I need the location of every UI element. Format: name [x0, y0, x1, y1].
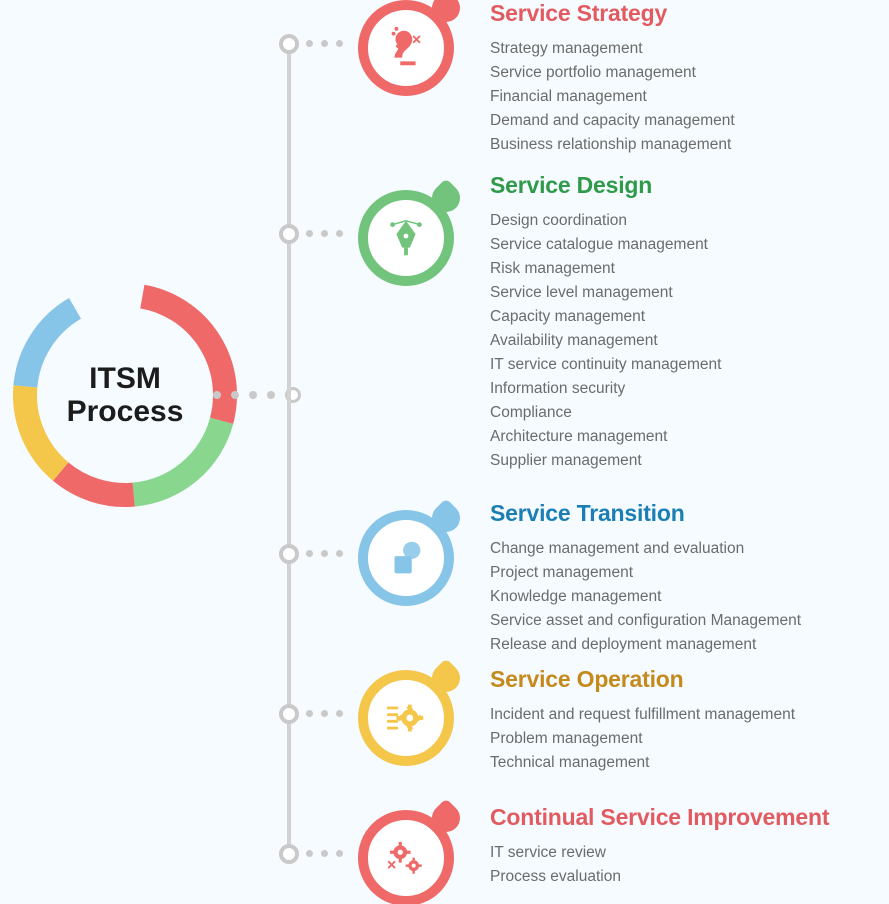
list-item: Risk management — [490, 257, 880, 281]
chess-icon — [368, 10, 444, 86]
list-item: Demand and capacity management — [490, 109, 880, 133]
transition-icon-badge — [358, 510, 454, 606]
infographic-canvas: ITSM Process Service Strategy Strategy ma… — [0, 0, 889, 904]
dot — [249, 391, 257, 399]
strategy-icon-badge — [358, 0, 454, 96]
list-item: Project management — [490, 561, 880, 585]
operation-icon-badge — [358, 670, 454, 766]
section-item-list: Design coordinationService catalogue man… — [490, 209, 880, 473]
list-item: Service asset and configuration Manageme… — [490, 609, 880, 633]
list-item: Business relationship management — [490, 133, 880, 157]
dot — [267, 391, 275, 399]
connector-dots — [306, 230, 343, 237]
improvement-icon-badge — [358, 810, 454, 904]
spine-node — [279, 544, 299, 564]
strategy-section: Service Strategy Strategy managementServi… — [490, 0, 880, 157]
list-item: Technical management — [490, 751, 880, 775]
gears-icon — [368, 820, 444, 896]
section-item-list: Incident and request fulfillment managem… — [490, 703, 880, 775]
design-section: Service DesignDesign coordinationService… — [490, 172, 880, 473]
shapes-icon — [368, 520, 444, 596]
section-title: Service Design — [490, 172, 880, 199]
list-item: Supplier management — [490, 449, 880, 473]
list-item: Financial management — [490, 85, 880, 109]
list-item: Problem management — [490, 727, 880, 751]
transition-section: Service Transition Change management and … — [490, 500, 880, 657]
list-item: Process evaluation — [490, 865, 880, 889]
list-item: Availability management — [490, 329, 880, 353]
list-item: Knowledge management — [490, 585, 880, 609]
list-item: Service level management — [490, 281, 880, 305]
section-title: Continual Service Improvement — [490, 804, 880, 831]
dot — [231, 391, 239, 399]
list-item: IT service review — [490, 841, 880, 865]
list-item: Design coordination — [490, 209, 880, 233]
spine-node — [279, 704, 299, 724]
list-item: Information security — [490, 377, 880, 401]
timeline-spine — [287, 44, 291, 854]
design-icon-badge — [358, 190, 454, 286]
list-item: Compliance — [490, 401, 880, 425]
section-item-list: Change management and evaluationProject … — [490, 537, 880, 657]
list-item: Release and deployment management — [490, 633, 880, 657]
list-item: Service portfolio management — [490, 61, 880, 85]
gear-icon — [368, 680, 444, 756]
connector-dots — [306, 850, 343, 857]
pen-icon — [368, 200, 444, 276]
operation-section: Service Operation Incident and request fu… — [490, 666, 880, 775]
dot — [213, 391, 221, 399]
improvement-section: Continual Service Improvement IT service … — [490, 804, 880, 889]
connector-dots — [306, 710, 343, 717]
spine-node — [279, 34, 299, 54]
list-item: Architecture management — [490, 425, 880, 449]
connector-dots — [306, 550, 343, 557]
center-title-line2: Process — [67, 395, 184, 428]
connector-dots — [306, 40, 343, 47]
section-item-list: IT service reviewProcess evaluation — [490, 841, 880, 889]
section-item-list: Strategy managementService portfolio man… — [490, 37, 880, 157]
section-title: Service Operation — [490, 666, 880, 693]
section-title: Service Transition — [490, 500, 880, 527]
center-title-line1: ITSM — [89, 362, 161, 395]
list-item: Incident and request fulfillment managem… — [490, 703, 880, 727]
list-item: IT service continuity management — [490, 353, 880, 377]
spine-node — [279, 224, 299, 244]
list-item: Change management and evaluation — [490, 537, 880, 561]
section-title: Service Strategy — [490, 0, 880, 27]
list-item: Strategy management — [490, 37, 880, 61]
list-item: Service catalogue management — [490, 233, 880, 257]
spine-node — [279, 844, 299, 864]
list-item: Capacity management — [490, 305, 880, 329]
